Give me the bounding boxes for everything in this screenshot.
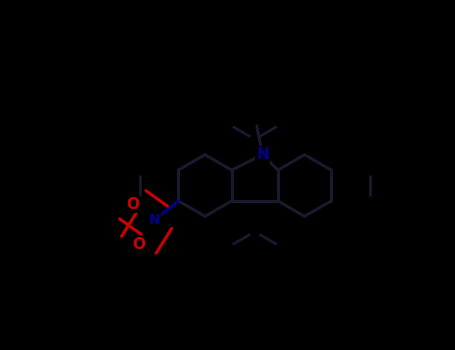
Text: N: N: [148, 213, 160, 227]
Text: O: O: [126, 197, 139, 212]
Text: N: N: [256, 147, 269, 162]
Text: O: O: [132, 237, 146, 252]
